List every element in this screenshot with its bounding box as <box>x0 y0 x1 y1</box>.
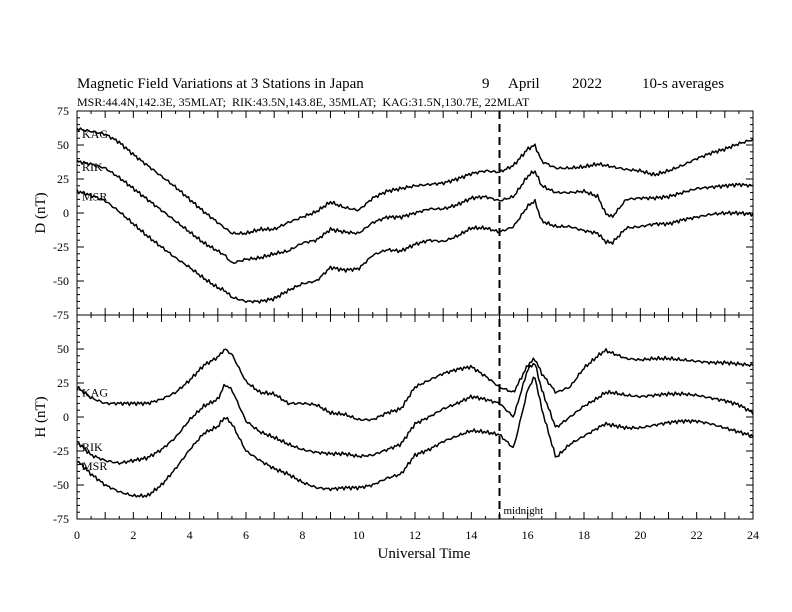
date-day: 9 <box>482 76 490 92</box>
d-station-label-kag: KAG <box>82 127 108 141</box>
midnight-label: midnight <box>504 505 544 517</box>
declination-series <box>76 127 754 304</box>
h-y-tick-label: -75 <box>53 512 69 526</box>
d-y-tick-label: -50 <box>53 274 69 288</box>
d-station-label-msr: MSR <box>82 190 107 204</box>
h-y-tick-label: 0 <box>63 410 69 424</box>
h-series-rik <box>76 362 754 465</box>
h-y-tick-label: -25 <box>53 444 69 458</box>
h-series-kag <box>76 348 754 422</box>
h-series-msr <box>76 376 754 498</box>
x-tick-label: 20 <box>634 528 646 542</box>
x-tick-label: 14 <box>465 528 477 542</box>
horizontal-labels: H (nT) KAG RIK MSR <box>33 386 108 473</box>
h-y-tick-label: -50 <box>53 478 69 492</box>
h-y-tick-label: 25 <box>57 376 69 390</box>
d-station-label-rik: RIK <box>82 160 103 174</box>
x-tick-label: 0 <box>74 528 80 542</box>
h-station-label-msr: MSR <box>82 459 107 473</box>
d-y-tick-label: 25 <box>57 172 69 186</box>
x-tick-label: 24 <box>747 528 759 542</box>
horizontal-panel: 50 25 0 -25 -50 -75 H (nT) KAG RIK MSR <box>33 314 754 526</box>
chart-title: Magnetic Field Variations at 3 Stations … <box>77 76 364 92</box>
d-y-tick-label: -25 <box>53 240 69 254</box>
horizontal-series <box>76 348 754 498</box>
x-tick-label: 2 <box>130 528 136 542</box>
station-coordinates: MSR:44.4N,142.3E, 35MLAT; RIK:43.5N,143.… <box>77 95 530 109</box>
d-y-tick-label: 75 <box>57 104 69 118</box>
d-y-axis-title: D (nT) <box>33 192 49 233</box>
d-y-tick-label: -75 <box>53 308 69 322</box>
declination-labels: D (nT) KAG RIK MSR <box>33 127 108 234</box>
x-tick-label: 10 <box>353 528 365 542</box>
x-tick-label: 12 <box>409 528 421 542</box>
h-y-axis-title: H (nT) <box>33 396 49 437</box>
h-station-label-kag: KAG <box>82 386 108 400</box>
x-axis: 0 2 4 6 8 10 12 14 16 18 20 22 24 <box>74 528 759 542</box>
d-series-rik <box>76 159 753 265</box>
averaging-note: 10-s averages <box>642 76 724 92</box>
x-tick-label: 8 <box>299 528 305 542</box>
d-series-msr <box>76 189 754 304</box>
h-y-tick-label: 50 <box>57 342 69 356</box>
x-axis-title: Universal Time <box>378 546 471 562</box>
d-y-tick-label: 50 <box>57 138 69 152</box>
x-tick-label: 18 <box>578 528 590 542</box>
d-series-kag <box>76 127 754 236</box>
x-tick-label: 16 <box>522 528 534 542</box>
date-month: April <box>508 76 540 92</box>
h-station-label-rik: RIK <box>82 440 103 454</box>
horizontal-ticks: 50 25 0 -25 -50 -75 <box>53 314 754 526</box>
d-y-tick-label: 0 <box>63 206 69 220</box>
x-tick-label: 6 <box>243 528 249 542</box>
x-tick-label: 4 <box>187 528 193 542</box>
date-year: 2022 <box>572 76 602 92</box>
x-tick-label: 22 <box>691 528 703 542</box>
